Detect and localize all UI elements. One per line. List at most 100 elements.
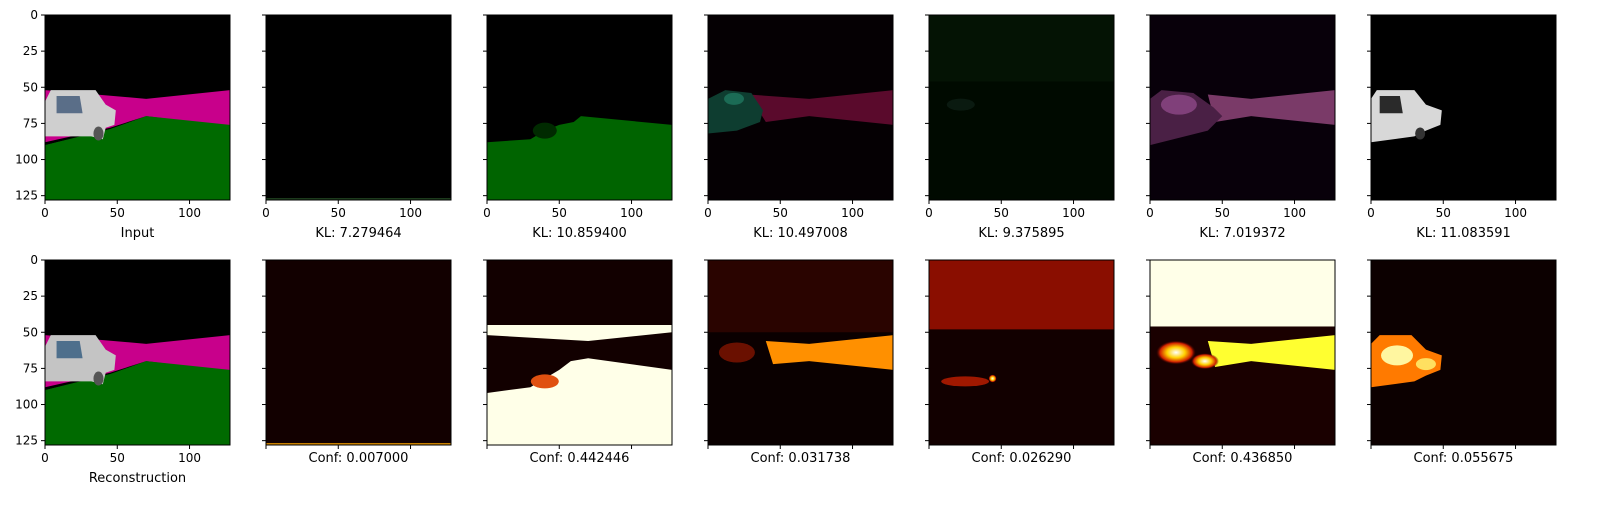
mask-bg bbox=[266, 260, 451, 445]
panel-bottom-5: Conf: 0.026290 bbox=[925, 259, 1115, 466]
panel-image bbox=[708, 260, 893, 445]
x-tick-label: 0 bbox=[925, 206, 933, 220]
panel-top-6: 0 50 100 KL: 7.019372 bbox=[1146, 14, 1336, 241]
mask-streak bbox=[941, 376, 990, 387]
panel-image bbox=[45, 260, 230, 445]
axes-frame bbox=[928, 259, 1115, 446]
mask-ground-fill bbox=[487, 358, 672, 445]
x-tick-label: 100 bbox=[620, 206, 643, 220]
panel-caption: Conf: 0.007000 bbox=[309, 451, 409, 466]
car-wheel bbox=[1415, 127, 1426, 140]
axes-frame bbox=[707, 14, 894, 201]
x-tick-label: 50 bbox=[994, 206, 1009, 220]
panel-caption: Input bbox=[121, 226, 155, 241]
x-tick-label: 50 bbox=[552, 206, 567, 220]
axes-frame bbox=[44, 14, 231, 201]
mask-car-blob bbox=[1156, 340, 1197, 365]
mask-car-blob bbox=[718, 342, 755, 363]
axis-ticks: 0 50 100 0 25 50 75 100 125 bbox=[15, 8, 201, 220]
y-tick-label: 75 bbox=[23, 361, 38, 375]
y-tick-label: 50 bbox=[23, 325, 38, 339]
mask-edge-glow bbox=[530, 374, 559, 389]
axis-ticks bbox=[925, 259, 1075, 449]
y-tick-label: 50 bbox=[23, 80, 38, 94]
mask-sky-fill bbox=[929, 260, 1114, 330]
panel-caption: KL: 11.083591 bbox=[1416, 226, 1511, 241]
axis-ticks bbox=[483, 259, 633, 449]
x-tick-label: 50 bbox=[110, 451, 125, 465]
x-tick-label: 0 bbox=[483, 206, 491, 220]
x-tick-label: 0 bbox=[1367, 206, 1375, 220]
panel-caption: KL: 9.375895 bbox=[978, 226, 1064, 241]
x-tick-label: 100 bbox=[178, 206, 201, 220]
panel-image bbox=[1371, 260, 1556, 445]
panel-bottom-1: 0 50 100 0 25 50 75 100 125 Reconstruction bbox=[15, 253, 231, 486]
car-window bbox=[56, 95, 83, 114]
panel-caption: KL: 7.279464 bbox=[315, 226, 401, 241]
axes-frame bbox=[707, 259, 894, 446]
y-tick-label: 125 bbox=[15, 189, 38, 203]
panel-caption: Conf: 0.442446 bbox=[530, 451, 630, 466]
mask-hotspot bbox=[988, 374, 997, 383]
axis-ticks bbox=[704, 259, 854, 449]
slot-bg bbox=[266, 15, 451, 200]
y-tick-label: 25 bbox=[23, 289, 38, 303]
ground-region bbox=[45, 361, 230, 445]
y-tick-label: 0 bbox=[30, 8, 38, 22]
panel-bottom-2: Conf: 0.007000 bbox=[262, 259, 452, 466]
panel-image bbox=[929, 260, 1114, 445]
x-tick-label: 0 bbox=[41, 206, 49, 220]
mask-edge bbox=[266, 443, 451, 445]
panel-image bbox=[1150, 15, 1335, 200]
mask-road-fill bbox=[1207, 335, 1335, 370]
x-tick-label: 100 bbox=[399, 206, 422, 220]
axis-ticks bbox=[262, 259, 412, 449]
x-tick-label: 0 bbox=[262, 206, 270, 220]
road-slot bbox=[748, 90, 893, 125]
y-tick-label: 25 bbox=[23, 44, 38, 58]
axes-frame bbox=[44, 259, 231, 446]
panel-top-4: 0 50 100 KL: 10.497008 bbox=[704, 14, 894, 241]
x-tick-label: 100 bbox=[178, 451, 201, 465]
axis-ticks bbox=[1367, 259, 1517, 449]
x-tick-label: 50 bbox=[110, 206, 125, 220]
y-tick-label: 125 bbox=[15, 434, 38, 448]
axes-frame bbox=[928, 14, 1115, 201]
x-tick-label: 100 bbox=[841, 206, 864, 220]
panel-image bbox=[266, 15, 451, 200]
mask-road-fill bbox=[765, 335, 893, 370]
x-tick-label: 0 bbox=[41, 451, 49, 465]
axis-ticks: 0 50 100 bbox=[262, 14, 422, 220]
car-highlight bbox=[724, 92, 745, 105]
mask-band bbox=[487, 325, 672, 341]
mask-car-core bbox=[1415, 358, 1436, 371]
panel-caption: Conf: 0.436850 bbox=[1193, 451, 1293, 466]
panel-image bbox=[929, 15, 1114, 200]
y-tick-label: 0 bbox=[30, 253, 38, 267]
axes-frame bbox=[486, 259, 673, 446]
slot-edge bbox=[266, 198, 451, 200]
axis-ticks: 0 50 100 0 25 50 75 100 125 bbox=[15, 253, 201, 465]
axis-ticks: 0 50 100 bbox=[1367, 14, 1527, 220]
x-tick-label: 0 bbox=[704, 206, 712, 220]
road-slot bbox=[1207, 90, 1335, 125]
axes-frame bbox=[265, 259, 452, 446]
panel-top-1: 0 50 100 0 25 50 75 100 125 Input bbox=[15, 8, 231, 241]
panel-top-2: 0 50 100 KL: 7.279464 bbox=[262, 14, 452, 241]
panel-bottom-4: Conf: 0.031738 bbox=[704, 259, 894, 466]
axis-ticks bbox=[1146, 259, 1296, 449]
panel-image bbox=[487, 15, 672, 200]
mask-car-blob bbox=[1190, 353, 1219, 370]
axis-ticks: 0 50 100 bbox=[704, 14, 864, 220]
axis-ticks: 0 50 100 bbox=[483, 14, 643, 220]
mask-upper bbox=[708, 260, 893, 333]
panel-top-5: 0 50 100 KL: 9.375895 bbox=[925, 14, 1115, 241]
x-tick-label: 100 bbox=[1062, 206, 1085, 220]
ground-slot bbox=[487, 116, 672, 200]
axes-frame bbox=[1149, 14, 1336, 201]
axis-ticks: 0 50 100 bbox=[925, 14, 1085, 220]
x-tick-label: 50 bbox=[1215, 206, 1230, 220]
panel-caption: Conf: 0.026290 bbox=[972, 451, 1072, 466]
car-wheel bbox=[93, 371, 104, 386]
